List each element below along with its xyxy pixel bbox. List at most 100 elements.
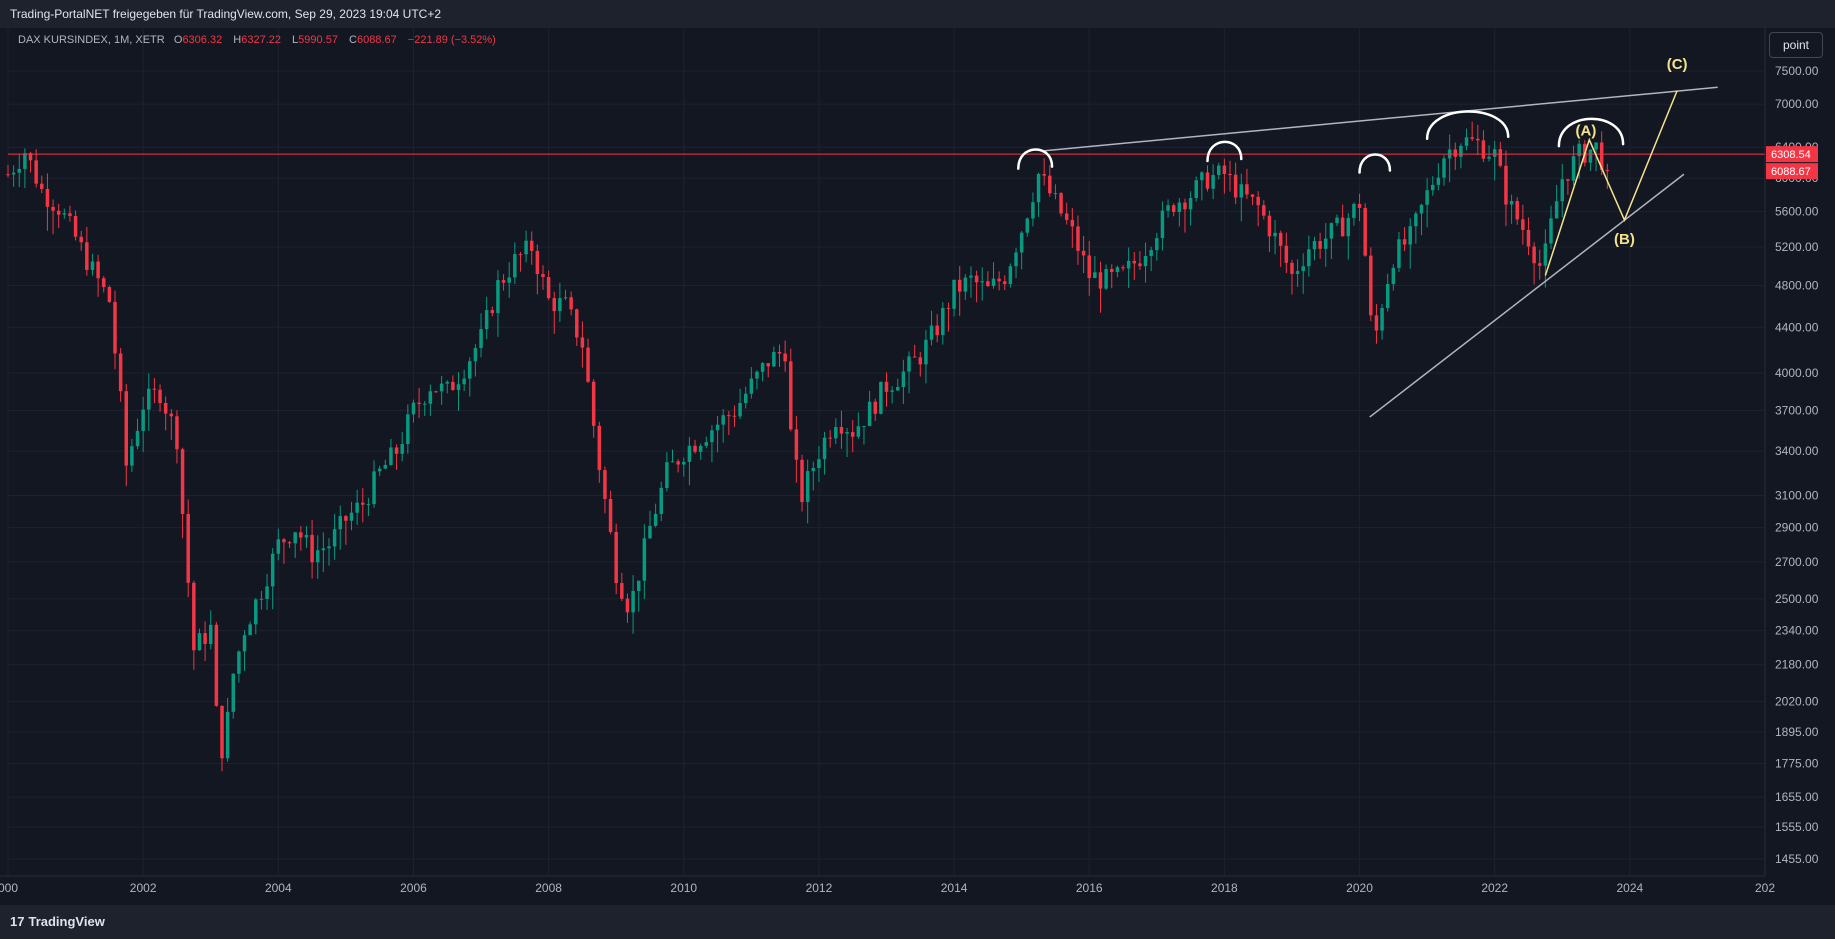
legend-close: 6088.67 (356, 34, 397, 46)
candle-body (839, 426, 844, 434)
candle-body (107, 287, 112, 302)
candle-body (1554, 201, 1559, 219)
candle-body (1171, 205, 1176, 213)
candle-body (1245, 184, 1249, 195)
candle-body (513, 254, 517, 278)
x-tick-label: 2024 (1616, 881, 1643, 895)
candle-body (580, 337, 585, 348)
candle-body (73, 216, 78, 237)
candle-body (1008, 266, 1013, 285)
price-badge-bg (1766, 146, 1818, 163)
candle-body (760, 363, 765, 372)
candle-body (270, 553, 275, 587)
legend-high: 6327.22 (241, 34, 281, 46)
candle-body (546, 276, 551, 299)
legend-open-label: O (173, 34, 183, 46)
candle-body (248, 624, 252, 636)
candle-body (158, 389, 162, 403)
candle-body (963, 277, 968, 292)
candle-body (1301, 266, 1305, 272)
candle-body (1110, 268, 1114, 273)
candle-body (130, 446, 134, 466)
candle-body (321, 548, 326, 551)
candle-body (969, 275, 973, 278)
candle-body (344, 516, 348, 521)
candle-body (45, 188, 50, 207)
time-axis[interactable]: 000 2002 2004 2006 2008 2010 2012 2014 2016 2018 2… (0, 875, 1775, 895)
candle-body (710, 430, 714, 443)
candle-body (34, 160, 38, 184)
candle-body (1064, 213, 1069, 220)
price-chart[interactable]: (A)(B)(C) 7500.007000.006400.006000.0056… (0, 28, 1835, 905)
candle-body (265, 586, 269, 599)
price-axis[interactable]: 7500.007000.006400.006000.005600.005200.… (1764, 28, 1819, 876)
candle-body (1149, 250, 1153, 257)
y-tick-label: 2700.00 (1775, 555, 1819, 569)
candle-body (1414, 213, 1418, 227)
candle-body (1048, 175, 1052, 194)
candle-body (428, 391, 433, 404)
candle-body (1177, 202, 1182, 213)
candles (6, 121, 1610, 772)
candle-body (1205, 172, 1210, 189)
candle-body (479, 329, 483, 349)
candle-body (1121, 267, 1125, 269)
candle-body (1352, 203, 1356, 218)
candle-body (411, 402, 416, 415)
x-tick-label: 2022 (1481, 881, 1508, 895)
candle-body (867, 401, 872, 427)
candle-body (1143, 256, 1148, 267)
candle-body (1504, 165, 1508, 205)
candle-body (28, 153, 33, 161)
candle-body (558, 298, 562, 312)
candle-body (631, 591, 635, 613)
candle-body (1250, 194, 1255, 197)
candle-body (653, 513, 658, 526)
candle-body (1340, 217, 1345, 237)
chart-area[interactable]: (A)(B)(C) 7500.007000.006400.006000.0056… (0, 28, 1835, 905)
candle-body (1098, 272, 1103, 289)
candle-body (1217, 165, 1221, 175)
candle-body (180, 449, 185, 514)
candle-body (1464, 137, 1469, 146)
x-tick-label: 2012 (806, 881, 833, 895)
candle-body (1025, 218, 1030, 233)
candle-body (1498, 149, 1503, 166)
candle-body (575, 309, 579, 338)
y-tick-label: 1895.00 (1775, 725, 1819, 739)
candle-body (1307, 249, 1311, 267)
candle-body (237, 651, 241, 674)
price-badge-label: 6308.54 (1771, 149, 1811, 161)
candle-body (743, 393, 748, 404)
legend-open: 6306.32 (182, 34, 223, 46)
candle-body (586, 347, 590, 382)
candle-body (1329, 223, 1334, 239)
candle-body (1549, 218, 1553, 244)
candle-body (603, 470, 607, 499)
y-tick-label: 7500.00 (1775, 64, 1819, 78)
candle-body (952, 279, 956, 309)
candle-body (1155, 238, 1159, 251)
candle-body (834, 426, 838, 439)
y-tick-label: 1775.00 (1775, 756, 1819, 770)
candle-body (1605, 169, 1610, 172)
candle-body (507, 277, 511, 283)
tradingview-logo[interactable]: 17 TradingView (10, 914, 105, 929)
candle-body (777, 351, 782, 354)
scale-mode-button[interactable]: point (1769, 32, 1823, 58)
x-tick-label: 2008 (535, 881, 562, 895)
candle-body (591, 381, 596, 426)
candle-body (1166, 205, 1170, 211)
candle-body (501, 280, 506, 283)
legend-low: 5990.57 (298, 34, 338, 46)
legend-symbol: DAX KURSINDEX, 1M, XETR (18, 34, 165, 46)
candle-body (327, 546, 331, 549)
candle-body (828, 437, 832, 439)
candle-body (1295, 271, 1300, 274)
candle-body (141, 409, 145, 431)
candle-body (1194, 180, 1198, 198)
candle-body (1521, 219, 1525, 230)
candle-body (1081, 250, 1086, 256)
candle-body (614, 531, 618, 584)
candle-body (597, 425, 602, 471)
